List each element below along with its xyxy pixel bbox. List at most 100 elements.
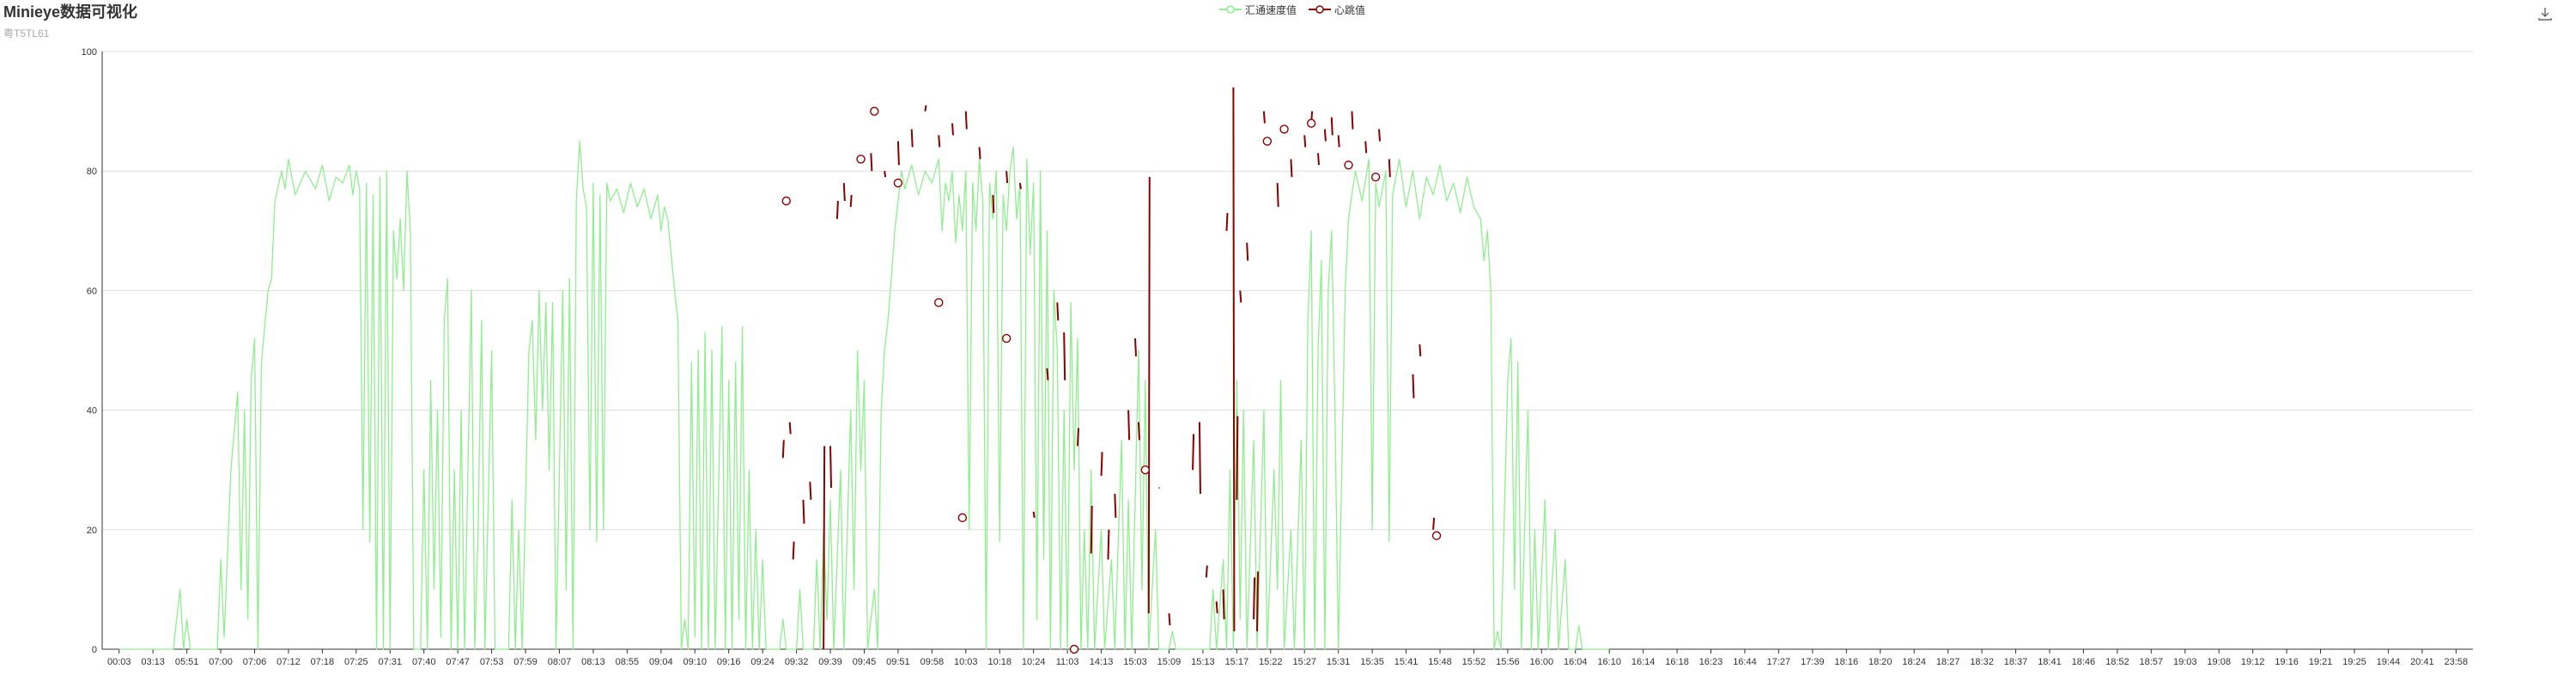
x-tick-label-59: 18:52	[2105, 657, 2129, 667]
x-tick-label-29: 14:13	[1090, 657, 1114, 667]
x-tick-label-43: 16:04	[1564, 657, 1588, 667]
heart-segment-42	[1225, 212, 1229, 231]
x-tick-label-41: 15:56	[1496, 657, 1520, 667]
legend-swatch-speed-icon	[1219, 5, 1242, 14]
heart-segment-17	[964, 111, 968, 130]
x-tick-label-38: 15:41	[1394, 657, 1419, 667]
x-tick-label-23: 09:51	[886, 657, 910, 667]
heart-segment-56	[1330, 117, 1334, 136]
heart-segment-49	[1262, 111, 1266, 124]
heart-segment-44	[1236, 416, 1239, 501]
x-tick-label-62: 19:08	[2207, 657, 2231, 667]
heart-segment-52	[1303, 135, 1307, 148]
x-tick-label-39: 15:48	[1428, 657, 1452, 667]
x-tick-label-65: 19:21	[2309, 657, 2333, 667]
x-tick-label-54: 18:27	[1936, 657, 1960, 667]
y-tick-label-0: 0	[92, 645, 97, 655]
y-tick-label-3: 60	[87, 286, 97, 296]
x-tick-label-1: 03:13	[141, 657, 165, 667]
x-tick-label-33: 15:17	[1225, 657, 1249, 667]
heart-segment-54	[1317, 153, 1320, 166]
x-tick-label-61: 19:03	[2173, 657, 2197, 667]
x-tick-label-34: 15:22	[1259, 657, 1283, 667]
x-tick-label-7: 07:25	[344, 657, 368, 667]
x-tick-label-12: 07:59	[513, 657, 538, 667]
heart-segment-59	[1364, 141, 1368, 154]
x-tick-label-47: 16:23	[1699, 657, 1723, 667]
x-tick-label-14: 08:13	[581, 657, 605, 667]
x-tick-label-13: 08:07	[548, 657, 572, 667]
heart-segment-24	[1056, 302, 1060, 321]
x-tick-label-19: 09:24	[750, 657, 775, 667]
x-tick-label-55: 18:32	[1970, 657, 1994, 667]
legend-label-speed: 汇通速度值	[1245, 3, 1297, 16]
x-tick-label-67: 19:44	[2377, 657, 2401, 667]
heart-marker-14	[1431, 531, 1442, 540]
y-tick-label-4: 80	[87, 167, 97, 177]
x-tick-label-0: 00:03	[107, 657, 131, 667]
x-tick-label-36: 15:31	[1327, 657, 1351, 667]
x-tick-label-48: 16:44	[1733, 657, 1757, 667]
x-tick-label-50: 17:39	[1801, 657, 1825, 667]
heart-segment-39	[1205, 565, 1208, 578]
x-tick-label-28: 11:03	[1056, 657, 1079, 667]
heart-segment-3	[802, 499, 805, 524]
heart-segment-32	[1134, 338, 1138, 357]
x-tick-label-31: 15:09	[1157, 657, 1182, 667]
legend-item-speed[interactable]: 汇通速度值	[1219, 3, 1297, 17]
x-tick-label-30: 15:03	[1123, 657, 1147, 667]
x-tick-label-17: 09:10	[683, 657, 707, 667]
x-tick-label-22: 09:45	[853, 657, 877, 667]
heart-segment-27	[1090, 505, 1093, 554]
x-tick-label-44: 16:10	[1597, 657, 1621, 667]
legend-item-heart[interactable]: 心跳值	[1309, 3, 1365, 17]
y-tick-label-1: 20	[87, 526, 97, 536]
heart-segment-36	[1168, 613, 1171, 626]
heart-marker-11	[1306, 119, 1316, 128]
heart-segment-14	[924, 105, 927, 112]
heart-segment-13	[910, 129, 914, 148]
x-tick-label-69: 23:58	[2445, 657, 2469, 667]
heart-marker-6	[1001, 333, 1012, 344]
chart-title: Minieye数据可视化	[3, 3, 138, 21]
download-icon[interactable]	[2537, 5, 2554, 22]
heart-segment-60	[1377, 129, 1381, 142]
x-tick-label-16: 09:04	[649, 657, 673, 667]
x-tick-label-10: 07:47	[446, 657, 470, 667]
heart-marker-7	[1069, 644, 1079, 654]
x-tick-label-11: 07:53	[480, 657, 504, 667]
heart-marker-10	[1279, 125, 1289, 134]
heart-segment-1	[788, 422, 792, 435]
heart-segment-5	[823, 446, 826, 650]
heart-segment-4	[809, 482, 812, 501]
heart-marker-3	[893, 178, 903, 188]
x-tick-label-64: 19:16	[2275, 657, 2299, 667]
heart-segment-57	[1337, 135, 1340, 148]
heart-segment-37	[1192, 434, 1195, 471]
y-tick-label-5: 100	[82, 47, 97, 58]
heart-segment-21	[1018, 182, 1022, 190]
x-tick-label-42: 16:00	[1530, 657, 1554, 667]
heart-segment-6	[829, 446, 833, 489]
heart-segment-0	[781, 440, 785, 459]
x-tick-label-27: 10:24	[1022, 657, 1046, 667]
x-tick-label-25: 10:03	[954, 657, 978, 667]
heart-segment-7	[835, 200, 839, 219]
heart-segment-31	[1127, 410, 1131, 441]
heart-marker-9	[1262, 137, 1273, 146]
x-tick-label-49: 17:27	[1767, 657, 1791, 667]
heart-marker-0	[781, 196, 791, 206]
x-tick-label-21: 09:39	[818, 657, 842, 667]
heart-segment-34	[1147, 177, 1151, 614]
heart-segment-18	[978, 147, 981, 160]
x-tick-label-40: 15:52	[1462, 657, 1486, 667]
heart-segment-23	[1046, 368, 1049, 380]
legend-label-heart: 心跳值	[1334, 3, 1366, 16]
heart-marker-2	[870, 106, 879, 116]
x-tick-label-45: 16:14	[1631, 657, 1656, 667]
x-tick-label-58: 18:46	[2072, 657, 2096, 667]
x-tick-label-60: 18:57	[2140, 657, 2164, 667]
x-tick-label-51: 18:16	[1835, 657, 1859, 667]
y-tick-label-2: 40	[87, 406, 97, 416]
